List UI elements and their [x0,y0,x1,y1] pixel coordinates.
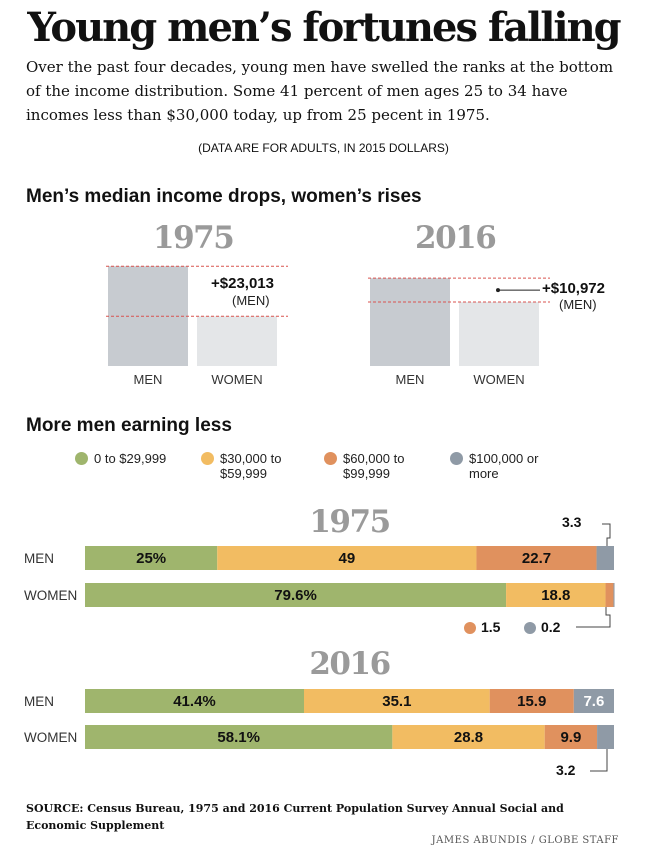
income-bar-women-2016 [459,302,539,366]
dist-seg-label-2016-women-1: 28.8 [454,729,483,746]
income-gap-note-1975: (MEN) [232,293,270,309]
dist-seg-label-2016-men-0: 41.4% [173,693,216,710]
callout-value-orange-1975: 1.5 [481,619,501,635]
legend-label-1-0: $30,000 to [220,451,282,466]
dist-seg-label-1975-men-0: 25% [136,550,166,567]
income-chart-title: Men’s median income drops, women’s rises [26,186,422,207]
income-gap-label-2016: +$10,972 [542,280,605,298]
legend-label-2-0: $60,000 to [343,451,405,466]
dist-seg-1975-women-0 [85,583,507,607]
legend-swatch-2 [324,452,337,465]
source-note: SOURCE: Census Bureau, 1975 and 2016 Cur… [26,802,564,832]
dist-seg-2016-men-1 [304,689,490,713]
legend-label-3-0: $100,000 or [469,451,539,466]
dist-seg-label-2016-women-0: 58.1% [217,729,260,746]
legend-label-2-1: $99,999 [343,466,390,481]
intro-text: Over the past four decades, young men ha… [26,58,614,124]
callout-line-women-1975 [576,607,611,628]
credit-line: JAMES ABUNDIS / GLOBE STAFF [431,835,619,846]
dist-seg-label-2016-women-2: 9.9 [560,729,581,746]
dist-seg-2016-men-3 [573,689,614,713]
income-year-2016: 2016 [415,220,497,256]
dist-seg-label-1975-men-1: 49 [339,550,356,567]
dist-seg-2016-men-0 [85,689,305,713]
dist-seg-2016-women-0 [85,725,393,749]
dist-seg-1975-men-1 [217,546,477,570]
legend-label-0-0: 0 to $29,999 [94,451,167,466]
income-bar-men-2016 [370,278,450,366]
dist-seg-2016-men-2 [489,689,574,713]
income-bar-women-1975 [197,316,277,366]
callout-line-men-1975 [602,523,611,546]
legend-swatch-1 [201,452,214,465]
dist-seg-1975-women-2 [605,583,614,607]
income-gap-note-2016: (MEN) [559,297,597,313]
income-cat-men-1975: MEN [133,372,163,387]
dist-seg-label-2016-men-3: 7.6 [583,693,604,710]
legend-swatch-3 [450,452,463,465]
callout-dot-orange-1975 [464,622,476,634]
dist-seg-1975-men-0 [85,546,218,570]
dist-row-label-2016-women: WOMEN [24,730,78,745]
dist-row-label-2016-men: MEN [24,694,54,709]
dist-year-1975: 1975 [309,504,391,540]
callout-value-women-2016: 3.2 [556,762,576,778]
dist-row-label-1975-men: MEN [24,551,54,566]
dist-year-2016: 2016 [309,646,391,682]
income-cat-women-2016: WOMEN [473,372,525,387]
dist-seg-label-1975-women-1: 18.8 [541,587,570,604]
legend-label-3-1: more [469,466,499,481]
callout-value-men-1975: 3.3 [562,514,582,530]
distribution-chart-title: More men earning less [26,415,232,436]
income-cat-men-2016: MEN [395,372,425,387]
callout-value-gray-1975: 0.2 [541,619,561,635]
income-year-1975: 1975 [153,220,235,256]
legend-label-1-1: $59,999 [220,466,267,481]
legend-swatch-0 [75,452,88,465]
page-title: Young men’s fortunes falling [27,4,621,51]
callout-line-women-2016 [590,749,608,772]
income-cat-women-1975: WOMEN [211,372,263,387]
dist-seg-2016-women-2 [544,725,598,749]
dist-row-label-1975-women: WOMEN [24,588,78,603]
dist-seg-1975-men-3 [596,546,614,570]
callout-dot-gray-1975 [524,622,536,634]
dist-seg-2016-women-1 [392,725,545,749]
dist-seg-label-2016-men-1: 35.1 [382,693,411,710]
dist-seg-label-1975-men-2: 22.7 [522,550,551,567]
dist-seg-label-1975-women-0: 79.6% [274,587,317,604]
data-note: (DATA ARE FOR ADULTS, IN 2015 DOLLARS) [198,141,449,155]
dist-seg-1975-women-1 [506,583,606,607]
income-gap-label-1975: +$23,013 [211,275,274,293]
dist-seg-label-2016-men-2: 15.9 [517,693,546,710]
dist-seg-1975-men-2 [476,546,597,570]
dist-seg-1975-women-3 [613,583,615,607]
dist-seg-2016-women-3 [597,725,614,749]
